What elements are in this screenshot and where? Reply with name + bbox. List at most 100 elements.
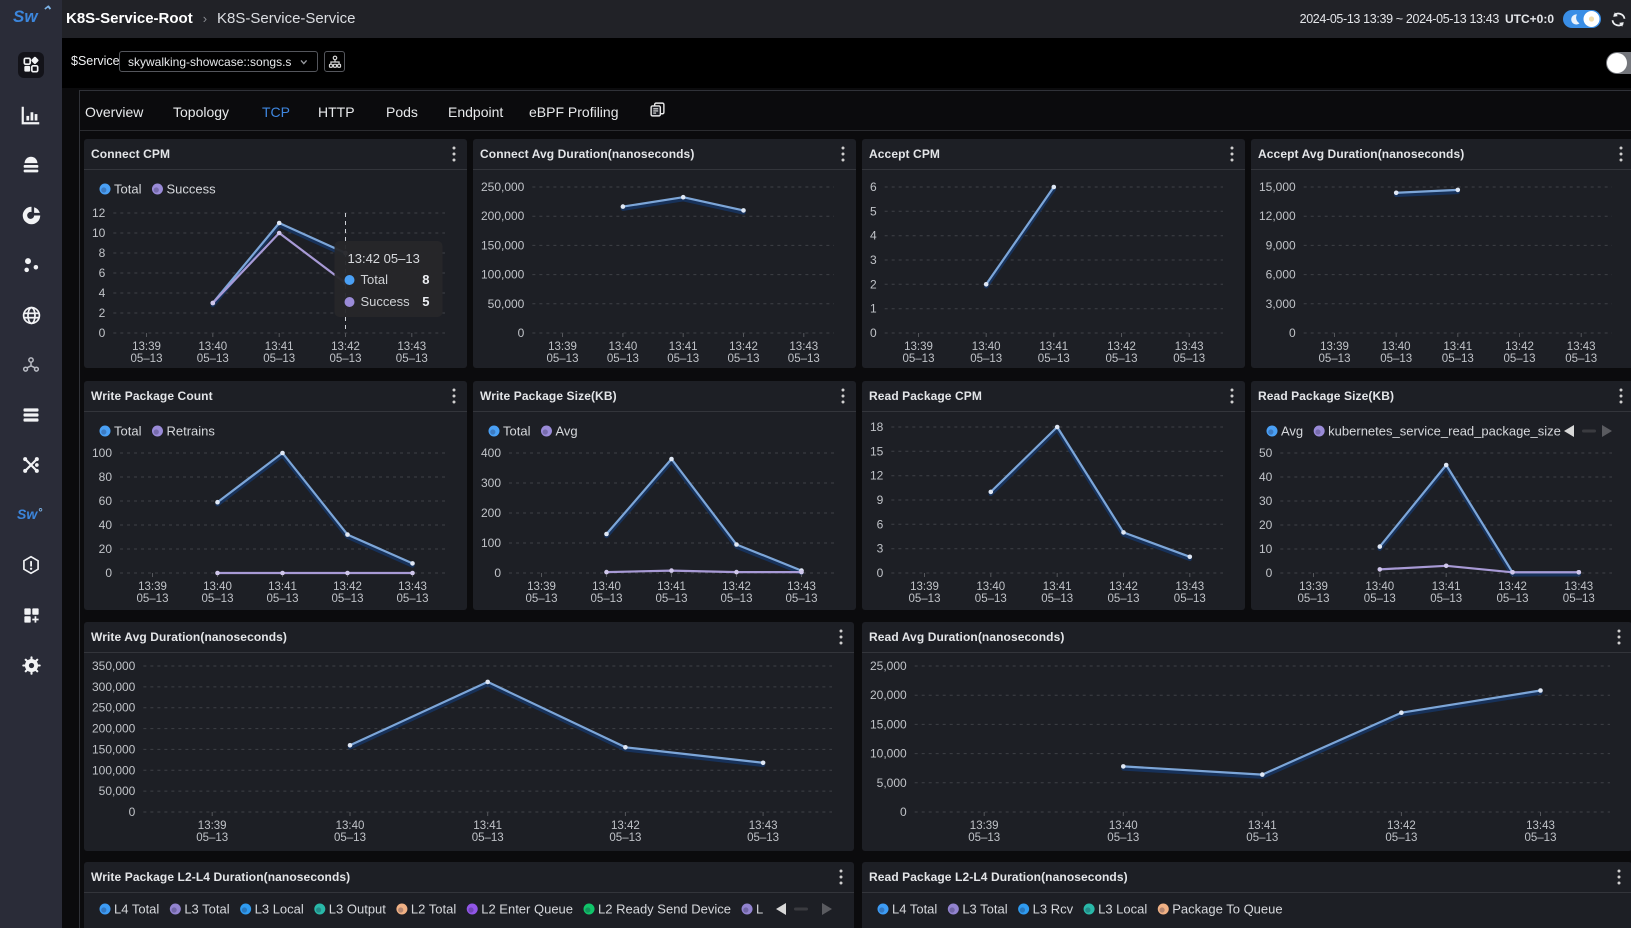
svg-text:13:42: 13:42 <box>1387 820 1416 832</box>
svg-text:L: L <box>756 902 763 917</box>
svg-text:9: 9 <box>877 493 884 507</box>
svg-text:3,000: 3,000 <box>1266 297 1296 311</box>
svg-text:6: 6 <box>870 180 877 194</box>
svg-text:30: 30 <box>1259 494 1273 508</box>
svg-text:0: 0 <box>870 326 877 340</box>
svg-text:15: 15 <box>870 444 884 458</box>
svg-text:L4 Total: L4 Total <box>892 902 937 917</box>
svg-text:05–13: 05–13 <box>396 353 428 365</box>
svg-text:Success: Success <box>361 294 411 309</box>
svg-text:0: 0 <box>1266 566 1273 580</box>
svg-text:4: 4 <box>870 229 877 243</box>
svg-text:05–13: 05–13 <box>1565 353 1597 365</box>
svg-text:05–13: 05–13 <box>1430 593 1462 605</box>
svg-text:05–13: 05–13 <box>656 593 688 605</box>
svg-text:13:42: 13:42 <box>611 820 640 832</box>
svg-text:100: 100 <box>481 536 501 550</box>
svg-text:13:43: 13:43 <box>1175 341 1204 353</box>
svg-text:05–13: 05–13 <box>526 593 558 605</box>
svg-text:05–13: 05–13 <box>397 593 429 605</box>
svg-text:50: 50 <box>1259 446 1273 460</box>
svg-text:4: 4 <box>99 286 106 300</box>
svg-text:05–13: 05–13 <box>1246 832 1278 844</box>
svg-text:13:41: 13:41 <box>657 581 686 593</box>
svg-text:05–13: 05–13 <box>1174 593 1206 605</box>
svg-text:13:39: 13:39 <box>904 341 933 353</box>
svg-text:12: 12 <box>870 469 884 483</box>
svg-text:05–13: 05–13 <box>1385 832 1417 844</box>
svg-text:05–13: 05–13 <box>1106 353 1138 365</box>
svg-text:05–13: 05–13 <box>609 832 641 844</box>
svg-text:13:41: 13:41 <box>1443 341 1472 353</box>
svg-text:13:39: 13:39 <box>1320 341 1349 353</box>
svg-text:L2 Total: L2 Total <box>411 902 456 917</box>
svg-text:250,000: 250,000 <box>481 180 525 194</box>
svg-text:kubernetes_service_read_packag: kubernetes_service_read_package_size <box>1328 424 1561 439</box>
svg-text:13:43: 13:43 <box>1526 820 1555 832</box>
svg-text:13:41: 13:41 <box>1039 341 1068 353</box>
svg-text:13:43: 13:43 <box>789 341 818 353</box>
svg-text:05–13: 05–13 <box>728 353 760 365</box>
svg-text:Success: Success <box>166 182 216 197</box>
svg-text:200,000: 200,000 <box>481 209 525 223</box>
svg-text:05–13: 05–13 <box>267 593 299 605</box>
svg-text:Total: Total <box>361 272 389 287</box>
svg-text:13:39: 13:39 <box>548 341 577 353</box>
svg-text:05–13: 05–13 <box>1108 593 1140 605</box>
svg-text:300,000: 300,000 <box>92 680 136 694</box>
svg-text:05–13: 05–13 <box>197 353 229 365</box>
svg-text:13:43: 13:43 <box>1567 341 1596 353</box>
svg-text:13:41: 13:41 <box>1432 581 1461 593</box>
svg-text:10: 10 <box>92 226 106 240</box>
svg-text:15,000: 15,000 <box>870 717 907 731</box>
svg-text:50,000: 50,000 <box>488 297 525 311</box>
svg-text:05–13: 05–13 <box>1504 353 1536 365</box>
svg-text:13:39: 13:39 <box>138 581 167 593</box>
svg-text:15,000: 15,000 <box>1259 180 1296 194</box>
svg-text:05–13: 05–13 <box>970 353 1002 365</box>
svg-text:Total: Total <box>114 424 142 439</box>
svg-text:12,000: 12,000 <box>1259 209 1296 223</box>
svg-text:13:42: 13:42 <box>333 581 362 593</box>
svg-text:13:43: 13:43 <box>787 581 816 593</box>
svg-text:L3 Local: L3 Local <box>1098 902 1147 917</box>
svg-text:400: 400 <box>481 446 501 460</box>
svg-text:13:40: 13:40 <box>1365 581 1394 593</box>
svg-text:Retrains: Retrains <box>166 424 215 439</box>
svg-text:5: 5 <box>422 294 429 309</box>
svg-text:05–13: 05–13 <box>607 353 639 365</box>
svg-text:200: 200 <box>481 506 501 520</box>
svg-text:100,000: 100,000 <box>481 268 525 282</box>
svg-text:100: 100 <box>92 446 112 460</box>
svg-text:350,000: 350,000 <box>92 659 136 673</box>
svg-text:200,000: 200,000 <box>92 722 136 736</box>
svg-text:05–13: 05–13 <box>334 832 366 844</box>
svg-text:13:42: 13:42 <box>1107 341 1136 353</box>
svg-text:05–13: 05–13 <box>1038 353 1070 365</box>
svg-text:13:42: 13:42 <box>722 581 751 593</box>
svg-text:05–13: 05–13 <box>903 353 935 365</box>
svg-text:13:41: 13:41 <box>669 341 698 353</box>
svg-text:20: 20 <box>99 542 113 556</box>
svg-text:L3 Output: L3 Output <box>329 902 386 917</box>
svg-text:L2 Enter Queue: L2 Enter Queue <box>481 902 573 917</box>
svg-text:05–13: 05–13 <box>547 353 579 365</box>
svg-text:0: 0 <box>1289 326 1296 340</box>
svg-text:Package To Queue: Package To Queue <box>1172 902 1282 917</box>
svg-text:L4 Total: L4 Total <box>114 902 159 917</box>
svg-text:05–13: 05–13 <box>472 832 504 844</box>
svg-text:13:43: 13:43 <box>397 341 426 353</box>
svg-text:13:40: 13:40 <box>1382 341 1411 353</box>
svg-text:05–13: 05–13 <box>1364 593 1396 605</box>
svg-text:05–13: 05–13 <box>1442 353 1474 365</box>
svg-text:05–13: 05–13 <box>975 593 1007 605</box>
svg-text:05–13: 05–13 <box>747 832 779 844</box>
svg-text:05–13: 05–13 <box>788 353 820 365</box>
svg-text:150,000: 150,000 <box>481 238 525 252</box>
svg-text:12: 12 <box>92 206 106 220</box>
svg-text:1: 1 <box>870 302 877 316</box>
svg-text:0: 0 <box>900 805 907 819</box>
svg-text:05–13: 05–13 <box>968 832 1000 844</box>
svg-text:13:42: 13:42 <box>1498 581 1527 593</box>
svg-text:13:40: 13:40 <box>336 820 365 832</box>
